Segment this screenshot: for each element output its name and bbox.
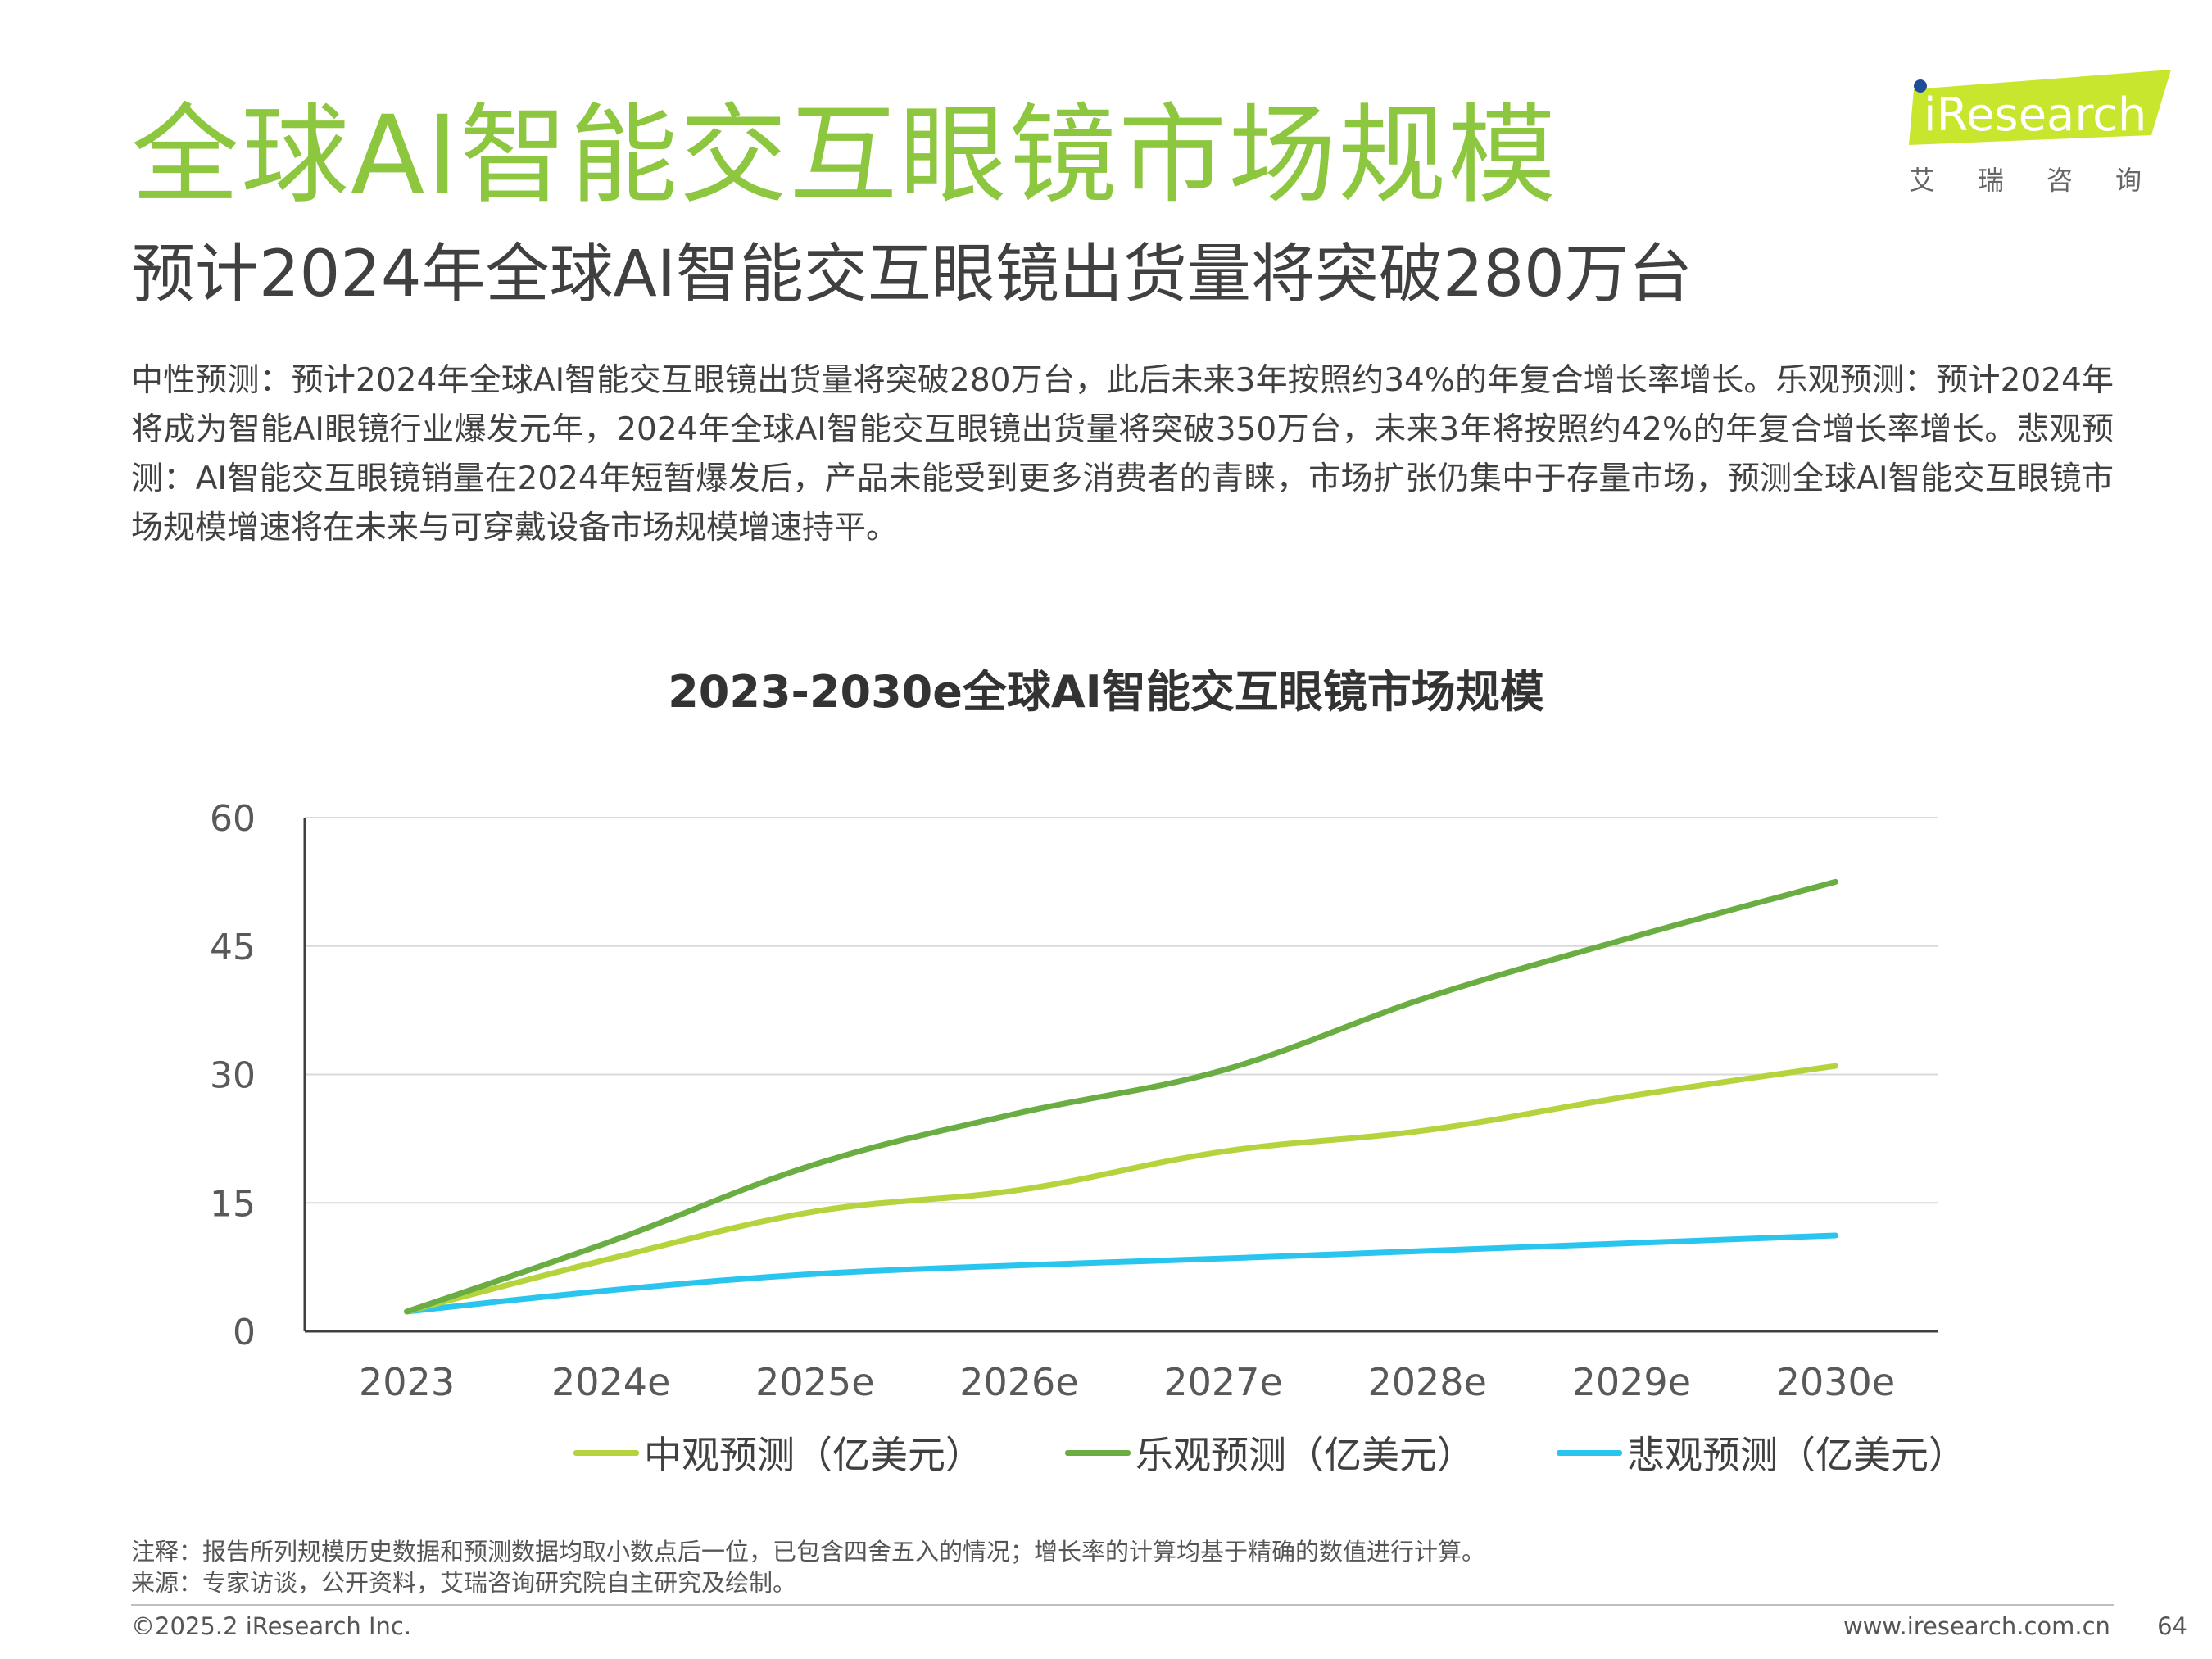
- legend-item-pessimistic: 悲观预测（亿美元）: [1557, 1426, 1966, 1480]
- series-line-1: [404, 878, 1838, 1315]
- series-line-2: [404, 1232, 1838, 1315]
- legend-swatch-optimistic: [1065, 1449, 1131, 1456]
- legend-swatch-neutral: [573, 1449, 639, 1456]
- logo-cn-text: 艾瑞咨询: [1909, 165, 2185, 196]
- summary-paragraph: 中性预测：预计2024年全球AI智能交互眼镜出货量将突破280万台，此后未来3年…: [131, 362, 2114, 546]
- legend-label-pessimistic: 悲观预测（亿美元）: [1627, 1433, 1966, 1477]
- footer-divider: [131, 1604, 2114, 1606]
- page-title: 全球AI智能交互眼镜市场规模: [131, 93, 1558, 219]
- y-tick-label: 30: [210, 1055, 256, 1097]
- x-tick-label: 2028e: [1368, 1360, 1487, 1404]
- note-text: 注释：报告所列规模历史数据和预测数据均取小数点后一位，已包含四舍五入的情况；增长…: [131, 1538, 1486, 1566]
- x-tick-label: 2029e: [1572, 1360, 1691, 1404]
- source-text: 来源：专家访谈，公开资料，艾瑞咨询研究院自主研究及绘制。: [131, 1569, 797, 1597]
- y-tick-label: 0: [233, 1312, 256, 1353]
- grid-layer: [305, 817, 1938, 1204]
- line-chart: 0 15 30 45 60 2023 2024e 2025e 2026e 2027e 2028e 20…: [210, 798, 1938, 1404]
- footer-copyright: ©2025.2 iResearch Inc.: [131, 1612, 412, 1640]
- x-tick-label: 2027e: [1163, 1360, 1282, 1404]
- notes-block: 注释：报告所列规模历史数据和预测数据均取小数点后一位，已包含四舍五入的情况；增长…: [131, 1536, 1485, 1598]
- y-tick-label: 45: [210, 927, 256, 968]
- x-tick-label: 2024e: [551, 1360, 670, 1404]
- x-tick-label: 2023: [359, 1360, 455, 1404]
- logo-banner-shape: [1909, 70, 2171, 145]
- page-number: 64: [2157, 1612, 2187, 1640]
- chart-legend: 中观预测（亿美元） 乐观预测（亿美元） 悲观预测（亿美元）: [573, 1424, 2048, 1481]
- legend-item-optimistic: 乐观预测（亿美元）: [1065, 1426, 1475, 1480]
- logo-dot: [1914, 79, 1927, 93]
- series-layer: [404, 878, 1838, 1315]
- legend-label-neutral: 中观预测（亿美元）: [644, 1433, 983, 1477]
- iresearch-logo: iResearch: [1909, 70, 2171, 201]
- legend-item-neutral: 中观预测（亿美元）: [573, 1426, 983, 1480]
- x-tick-label: 2025e: [755, 1360, 874, 1404]
- footer-website[interactable]: www.iresearch.com.cn: [1843, 1612, 2110, 1640]
- y-tick-label: 15: [210, 1183, 256, 1225]
- chart-title: 2023-2030e全球AI智能交互眼镜市场规模: [668, 666, 1544, 718]
- label-layer: 0 15 30 45 60 2023 2024e 2025e 2026e 2027e 2028e 20…: [210, 798, 1895, 1404]
- x-tick-label: 2030e: [1776, 1360, 1895, 1404]
- legend-label-optimistic: 乐观预测（亿美元）: [1135, 1433, 1475, 1477]
- x-tick-label: 2026e: [959, 1360, 1078, 1404]
- legend-swatch-pessimistic: [1557, 1449, 1622, 1456]
- y-tick-label: 60: [210, 798, 256, 840]
- series-line-0: [404, 1063, 1838, 1315]
- logo-text: iResearch: [1924, 88, 2146, 142]
- page-subtitle: 预计2024年全球AI智能交互眼镜出货量将突破280万台: [131, 238, 1693, 311]
- axis-layer: [303, 818, 1938, 1333]
